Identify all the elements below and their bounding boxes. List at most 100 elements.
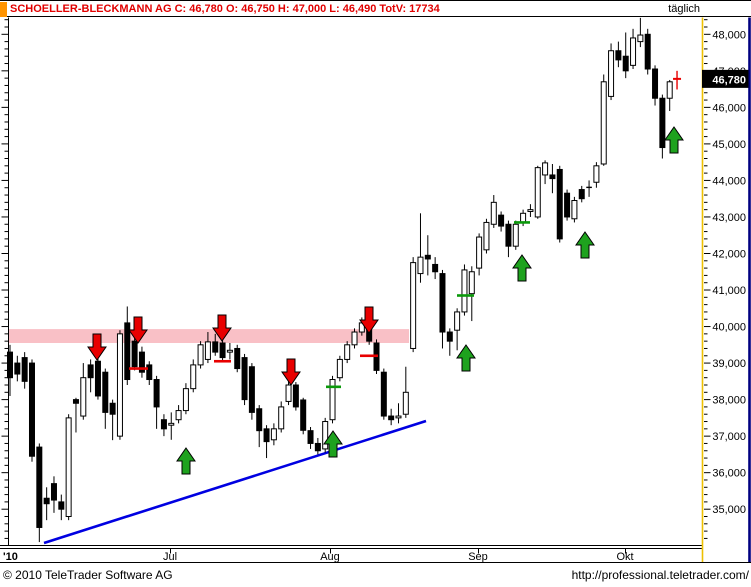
x-axis-label: Sep xyxy=(468,551,488,563)
candle-down xyxy=(50,476,57,513)
buy-level-mark xyxy=(457,294,474,297)
buy-signal-arrow-icon xyxy=(176,447,196,475)
candle-up xyxy=(226,342,233,360)
current-price-badge-text: 46,780 xyxy=(712,74,746,86)
candle-down xyxy=(234,344,241,373)
buy-signal-arrow-icon xyxy=(456,344,476,372)
candle-down xyxy=(28,359,35,462)
candle-down xyxy=(380,368,387,420)
candle-down xyxy=(212,333,219,356)
candle-down xyxy=(652,65,659,106)
candle-down xyxy=(124,306,131,385)
candle-down xyxy=(314,437,321,455)
candle-down xyxy=(160,414,167,437)
title-bar: SCHOELLER-BLECKMANN AG C: 46,780 O: 46,7… xyxy=(0,0,751,17)
candle-up xyxy=(600,74,607,166)
candle-down xyxy=(109,399,116,441)
candle-up xyxy=(666,79,673,112)
candle-down xyxy=(219,339,226,362)
y-axis-label: 41,000 xyxy=(712,285,746,297)
x-axis-label: Jul xyxy=(163,551,177,563)
candle-down xyxy=(138,346,145,378)
candle-up xyxy=(630,28,637,70)
candle-down xyxy=(549,163,556,194)
buy-level-mark xyxy=(326,385,341,389)
candle-up xyxy=(80,363,87,420)
y-axis-label: 38,000 xyxy=(712,395,746,407)
candle-up xyxy=(468,266,475,322)
candle-up xyxy=(168,412,175,440)
sell-signal-arrow-icon xyxy=(281,358,301,386)
y-axis-label: 43,000 xyxy=(712,212,746,224)
candle-down xyxy=(659,94,666,159)
candle-up xyxy=(65,414,72,521)
candle-down xyxy=(94,357,101,400)
price-rulers xyxy=(1,17,711,545)
window-accent xyxy=(0,2,7,17)
candle-up xyxy=(593,162,600,188)
buy-level-mark xyxy=(514,221,530,224)
y-axis-label: 36,000 xyxy=(712,468,746,480)
candle-down xyxy=(7,344,13,396)
candle-up xyxy=(329,375,336,424)
candle-up xyxy=(542,160,549,185)
candle-down xyxy=(248,363,255,420)
candle-up xyxy=(278,401,285,433)
candle-down xyxy=(432,257,439,280)
x-axis-label: '10 xyxy=(3,551,18,563)
candle-up xyxy=(182,383,189,415)
candle-down xyxy=(307,427,314,449)
candle-up xyxy=(490,195,497,228)
sell-level-mark xyxy=(129,367,148,370)
candle-up xyxy=(483,218,490,254)
candle-down xyxy=(153,375,160,429)
candle-up xyxy=(190,359,197,393)
candle-up xyxy=(395,403,402,424)
y-axis-label: 40,000 xyxy=(712,322,746,334)
y-axis-label: 45,000 xyxy=(712,139,746,151)
candle-up xyxy=(116,330,123,440)
candle-up xyxy=(461,264,468,316)
candle-up xyxy=(571,196,578,223)
y-axis-label: 42,000 xyxy=(712,248,746,260)
candle-up xyxy=(534,165,541,219)
candle-up xyxy=(476,233,483,276)
sell-signal-arrow-icon xyxy=(128,316,148,344)
support-trendline xyxy=(43,419,427,545)
candle-down xyxy=(58,494,65,521)
candle-down xyxy=(14,355,21,382)
candle-down xyxy=(72,397,79,433)
y-axis-label: 48,000 xyxy=(712,29,746,41)
candle-down xyxy=(87,359,94,393)
candle-up xyxy=(512,220,519,250)
candle-down xyxy=(439,269,446,349)
copyright-label: © 2010 TeleTrader Software AG xyxy=(3,568,173,582)
candle-down xyxy=(578,185,585,203)
candle-down xyxy=(622,32,629,79)
candle-up xyxy=(527,204,534,217)
y-axis-label: 37,000 xyxy=(712,431,746,443)
candle-up xyxy=(175,405,182,424)
candle-down xyxy=(36,443,43,543)
current-candle xyxy=(673,70,682,90)
candle-up xyxy=(402,366,409,418)
current-price-badge: 46,780 xyxy=(702,69,749,88)
candle-up xyxy=(637,17,644,48)
buy-signal-arrow-icon xyxy=(575,231,595,259)
candle-down xyxy=(300,397,307,435)
candle-down xyxy=(556,165,563,243)
candle-up xyxy=(608,43,615,101)
source-url: http://professional.teletrader.com/ xyxy=(571,568,749,582)
sell-signal-arrow-icon xyxy=(87,333,107,361)
candle-up xyxy=(336,355,343,382)
sell-signal-arrow-icon xyxy=(359,306,379,334)
candle-down xyxy=(263,425,270,459)
candle-down xyxy=(498,211,505,232)
candle-down xyxy=(644,28,651,75)
candle-down xyxy=(43,487,50,521)
candle-down xyxy=(256,405,263,448)
candle-up xyxy=(586,180,592,197)
buy-signal-arrow-icon xyxy=(512,254,532,282)
